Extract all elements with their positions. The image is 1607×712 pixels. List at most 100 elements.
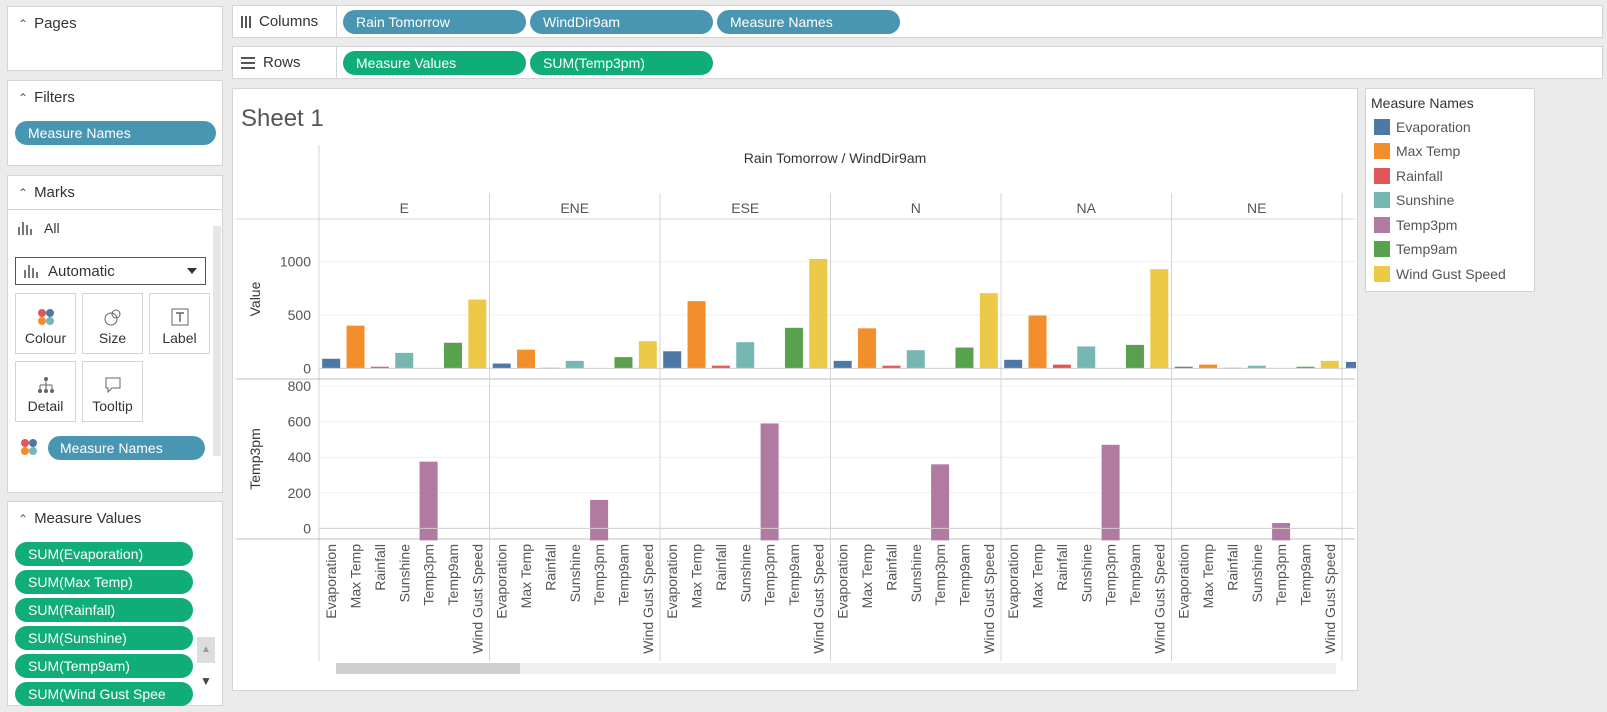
divider xyxy=(8,209,222,210)
chart-svg[interactable]: Rain Tomorrow / WindDir9am Value Temp3pm 0 5… xyxy=(233,89,1358,691)
x-tick-label: Temp9am xyxy=(615,544,631,605)
label-card[interactable]: Label xyxy=(149,293,210,354)
x-tick-label: Evaporation xyxy=(835,544,851,619)
measure-value-pill[interactable]: SUM(Max Temp) xyxy=(15,570,193,594)
colour-card[interactable]: Colour xyxy=(15,293,76,354)
collapse-caret-icon[interactable]: ⌃ xyxy=(18,511,29,526)
x-tick-label: Evaporation xyxy=(494,544,510,619)
marks-header[interactable]: ⌃ Marks xyxy=(18,184,75,201)
measure-values-header[interactable]: ⌃ Measure Values xyxy=(18,510,141,527)
bar-temp9am xyxy=(955,347,974,369)
bar-sunshine xyxy=(565,360,584,369)
legend-item-wind-gust-speed[interactable]: Wind Gust Speed xyxy=(1374,266,1506,282)
collapse-caret-icon[interactable]: ⌃ xyxy=(18,16,29,31)
bar-temp9am xyxy=(1296,366,1315,369)
bar-chart-icon xyxy=(18,221,32,235)
bar-rainfall xyxy=(711,365,730,369)
row-pill-measure-values[interactable]: Measure Values xyxy=(343,51,526,75)
pages-header[interactable]: ⌃ Pages xyxy=(18,15,77,32)
bar-evaporation xyxy=(492,363,511,369)
bar-temp9am xyxy=(784,327,803,369)
y-axis-title-temp3pm: Temp3pm xyxy=(247,428,263,489)
detail-card[interactable]: Detail xyxy=(15,361,76,422)
y-tick-label: 800 xyxy=(288,378,312,394)
bar-max-temp xyxy=(858,328,877,369)
pane-header-label: E xyxy=(400,200,409,216)
y-tick-label: 1000 xyxy=(280,254,311,270)
measure-value-pill[interactable]: SUM(Temp9am) xyxy=(15,654,193,678)
x-tick-label: Wind Gust Speed xyxy=(640,544,656,654)
marks-scrollbar[interactable] xyxy=(213,226,221,456)
pane-header-label: ESE xyxy=(731,200,759,216)
y-tick-label: 200 xyxy=(288,485,312,501)
bar-sunshine xyxy=(1247,365,1266,369)
rows-label-text: Rows xyxy=(263,54,301,71)
pane-header-label: NA xyxy=(1077,200,1097,216)
marks-title: Marks xyxy=(34,184,75,201)
dropdown-arrow-icon xyxy=(187,268,197,274)
x-tick-label: Max Temp xyxy=(348,544,364,609)
tooltip-icon xyxy=(83,372,142,398)
legend-item-temp3pm[interactable]: Temp3pm xyxy=(1374,217,1457,233)
legend-item-max-temp[interactable]: Max Temp xyxy=(1374,143,1460,159)
bar-wind-gust-speed xyxy=(638,341,657,369)
legend-item-evaporation[interactable]: Evaporation xyxy=(1374,119,1471,135)
marks-colour-pill[interactable]: Measure Names xyxy=(48,436,205,460)
mark-type-dropdown[interactable]: Automatic xyxy=(15,257,206,285)
collapse-caret-icon[interactable]: ⌃ xyxy=(18,185,29,200)
x-tick-label: Wind Gust Speed xyxy=(469,544,485,654)
bar-evaporation xyxy=(1174,366,1193,369)
measure-value-pill[interactable]: SUM(Rainfall) xyxy=(15,598,193,622)
scroll-up-button[interactable]: ▲ xyxy=(197,637,215,663)
x-tick-label: Rainfall xyxy=(713,544,729,591)
y-tick-label: 0 xyxy=(303,520,311,536)
x-tick-label: Temp9am xyxy=(786,544,802,605)
measure-value-pill[interactable]: SUM(Sunshine) xyxy=(15,626,193,650)
legend-item-sunshine[interactable]: Sunshine xyxy=(1374,192,1454,208)
x-tick-label: Max Temp xyxy=(1200,544,1216,609)
filter-pill-measure-names[interactable]: Measure Names xyxy=(15,121,216,145)
bar-temp3pm xyxy=(1101,444,1120,541)
x-tick-label: Evaporation xyxy=(323,544,339,619)
x-tick-label: Sunshine xyxy=(1249,544,1265,603)
scrollbar-thumb[interactable] xyxy=(336,663,520,674)
filters-header[interactable]: ⌃ Filters xyxy=(18,89,75,106)
worksheet-view[interactable]: Sheet 1 Rain Tomorrow / WindDir9am Value T… xyxy=(232,88,1358,691)
x-tick-label: Wind Gust Speed xyxy=(981,544,997,654)
bar-max-temp xyxy=(1199,364,1218,369)
legend-item-rainfall[interactable]: Rainfall xyxy=(1374,168,1443,184)
measure-value-pill[interactable]: SUM(Evaporation) xyxy=(15,542,193,566)
columns-label-text: Columns xyxy=(259,13,319,30)
x-tick-label: Rainfall xyxy=(372,544,388,591)
label-icon xyxy=(150,304,209,330)
detail-card-label: Detail xyxy=(27,398,64,414)
colour-card-label: Colour xyxy=(24,330,67,346)
size-card[interactable]: Size xyxy=(82,293,143,354)
tooltip-card[interactable]: Tooltip xyxy=(82,361,143,422)
legend-item-temp9am[interactable]: Temp9am xyxy=(1374,241,1457,257)
bar-evaporation xyxy=(833,360,852,369)
column-pill-winddir9am[interactable]: WindDir9am xyxy=(530,10,713,34)
columns-shelf[interactable]: Columns Rain Tomorrow WindDir9am Measure… xyxy=(232,5,1603,38)
x-tick-label: Max Temp xyxy=(518,544,534,609)
x-tick-label: Rainfall xyxy=(1224,544,1240,591)
y-tick-label: 0 xyxy=(303,360,311,376)
bar-evaporation xyxy=(1346,361,1356,369)
row-pill-sum-temp3pm[interactable]: SUM(Temp3pm) xyxy=(530,51,713,75)
marks-all-row[interactable]: All xyxy=(18,220,60,236)
horizontal-scrollbar[interactable] xyxy=(336,663,1336,674)
scroll-down-button[interactable]: ▼ xyxy=(200,674,212,688)
measure-value-pill[interactable]: SUM(Wind Gust Spee xyxy=(15,682,193,706)
legend-swatch xyxy=(1374,266,1390,282)
filters-title: Filters xyxy=(34,89,75,106)
bar-wind-gust-speed xyxy=(1150,269,1169,369)
legend-label: Evaporation xyxy=(1396,119,1471,135)
columns-shelf-label: Columns xyxy=(233,6,337,37)
column-pill-rain-tomorrow[interactable]: Rain Tomorrow xyxy=(343,10,526,34)
colour-icon xyxy=(20,438,38,459)
column-pill-measure-names[interactable]: Measure Names xyxy=(717,10,900,34)
bar-max-temp xyxy=(517,349,536,369)
rows-shelf[interactable]: Rows Measure Values SUM(Temp3pm) xyxy=(232,46,1603,79)
x-tick-label: Evaporation xyxy=(664,544,680,619)
collapse-caret-icon[interactable]: ⌃ xyxy=(18,90,29,105)
